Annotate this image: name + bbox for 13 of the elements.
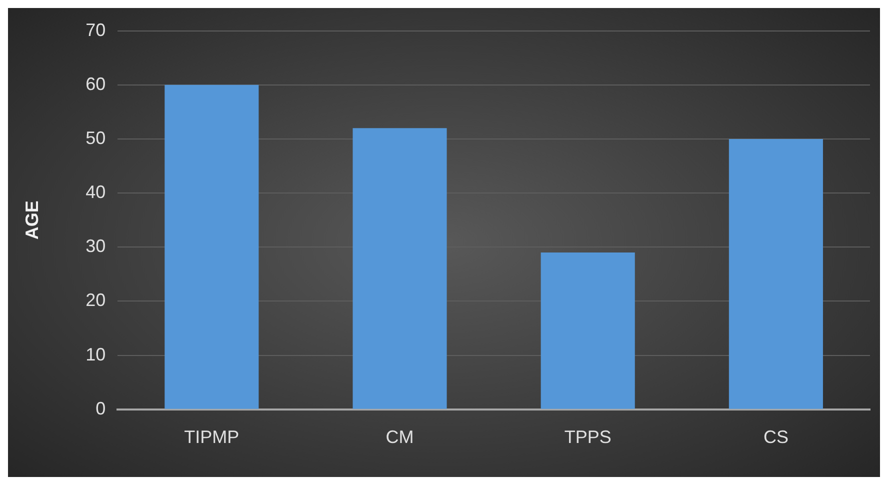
y-tick-label: 40 xyxy=(86,182,106,202)
y-tick-label: 30 xyxy=(86,236,106,256)
x-tick-label: TIPMP xyxy=(184,427,240,448)
y-tick-label: 70 xyxy=(86,20,106,40)
y-tick-label: 20 xyxy=(86,290,106,310)
y-axis-title: AGE xyxy=(22,200,42,240)
x-tick-label: TPPS xyxy=(564,427,612,448)
y-tick-label: 50 xyxy=(86,128,106,148)
x-tick-label: CS xyxy=(763,427,788,448)
y-tick-label: 60 xyxy=(86,74,106,94)
x-tick-label: CM xyxy=(386,427,414,448)
y-tick-label: 10 xyxy=(86,344,106,364)
y-tick-label: 0 xyxy=(96,398,106,418)
